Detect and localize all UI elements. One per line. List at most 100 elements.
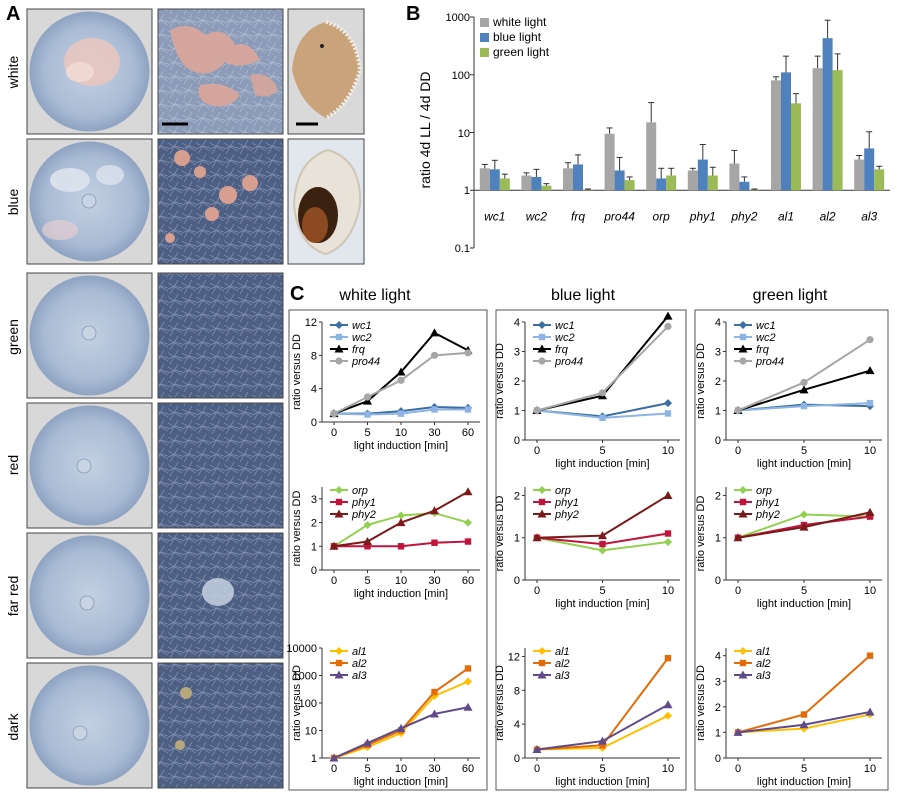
point-orp xyxy=(363,520,372,529)
xtick-label: 0 xyxy=(735,445,741,457)
legend-label-orp: orp xyxy=(352,485,368,497)
point-frq xyxy=(396,367,406,376)
x-axis-title: light induction [min] xyxy=(555,458,649,470)
ytick-label: 12 xyxy=(305,317,317,329)
point-orp xyxy=(598,546,607,555)
point-al3 xyxy=(396,723,406,732)
column-title-white: white light xyxy=(338,287,411,304)
micrograph-red xyxy=(157,402,284,529)
point-phy2 xyxy=(430,506,439,515)
bar-frq-green-light xyxy=(583,190,593,191)
xtick-label: 10 xyxy=(864,763,876,775)
line-chart-C-green-3: 0 1 2 3 4 0 5 10 light induction [min] ratio vers… xyxy=(695,646,882,788)
ytick-label: 0 xyxy=(514,575,520,587)
y-axis-title: ratio versus DD xyxy=(291,491,303,567)
point-al3 xyxy=(532,745,542,754)
ytick-label: 12 xyxy=(508,651,520,663)
bar-al1-blue-light xyxy=(781,72,791,191)
plate-far-red xyxy=(26,532,153,659)
xtick-label: 10 xyxy=(662,763,674,775)
row-label-far-red: far red xyxy=(5,576,21,616)
point-phy2 xyxy=(733,533,743,542)
legend-label-phy2: phy2 xyxy=(351,509,376,521)
point-al3 xyxy=(598,736,607,745)
point-wc2 xyxy=(664,410,672,417)
legend-marker-orp xyxy=(335,486,343,494)
xtick-label: 0 xyxy=(331,575,337,587)
fruiting-body-blue xyxy=(287,138,365,265)
point-orp xyxy=(800,510,808,519)
y-axis-title: ratio versus DD xyxy=(695,665,707,741)
xtick-label: 10 xyxy=(662,585,674,597)
legend-swatch-blue xyxy=(480,33,489,42)
legend-marker-phy1 xyxy=(739,498,747,506)
xtick-label: 5 xyxy=(801,445,807,457)
legend-marker-frq xyxy=(537,344,547,353)
point-pro44 xyxy=(866,336,874,344)
legend-label-al1: al1 xyxy=(756,646,771,658)
bar-al2-white-light xyxy=(812,68,823,191)
point-phy1 xyxy=(664,530,672,537)
xtick-label: 30 xyxy=(428,763,440,775)
point-phy2 xyxy=(363,537,372,546)
panel-a: A white blue green red far red dark xyxy=(5,3,365,789)
column-title-blue: blue light xyxy=(551,287,616,304)
legend-label-blue: blue light xyxy=(493,30,542,44)
xtick-label: 5 xyxy=(801,585,807,597)
row-label-dark: dark xyxy=(5,712,21,740)
b-category-label: wc1 xyxy=(484,209,505,223)
fruiting-body-white xyxy=(287,8,365,135)
xtick-label: 5 xyxy=(364,763,370,775)
ytick-label: 2 xyxy=(514,376,520,388)
point-phy1 xyxy=(599,540,606,548)
legend-marker-frq xyxy=(738,344,748,353)
legend-label-al2: al2 xyxy=(756,658,771,670)
bar-wc1-blue-light xyxy=(489,169,500,191)
legend-label-al3: al3 xyxy=(555,670,571,682)
legend-marker-pro44 xyxy=(739,357,747,365)
bar-phy1-white-light xyxy=(687,170,698,191)
ytick-label: 3 xyxy=(715,347,721,359)
legend-marker-frq xyxy=(334,344,344,353)
line-chart-C-blue-1: 0 1 2 3 4 0 5 10 light induction [min] ratio vers… xyxy=(494,311,680,470)
b-ytick: 0.1 xyxy=(455,243,470,255)
point-phy1 xyxy=(866,513,874,520)
micrograph-images xyxy=(157,8,284,789)
bar-pro44-white-light xyxy=(604,133,615,191)
point-frq xyxy=(363,396,372,405)
legend-label-white: white light xyxy=(492,15,547,29)
point-phy1 xyxy=(431,539,438,546)
panel-b-letter: B xyxy=(406,3,420,25)
xtick-label: 10 xyxy=(864,445,876,457)
point-al3 xyxy=(363,738,372,747)
line-chart-C-green-2: 0 1 2 0 5 10 light induction [min] ratio versus… xyxy=(695,485,882,610)
b-category-label: wc2 xyxy=(526,209,548,223)
panel-b-bars xyxy=(479,19,885,191)
legend-marker-phy1 xyxy=(538,498,546,506)
legend-label-phy1: phy1 xyxy=(351,497,376,509)
ytick-label: 4 xyxy=(715,317,721,329)
legend-marker-phy2 xyxy=(738,509,748,518)
bar-phy2-green-light xyxy=(749,190,760,191)
xtick-label: 60 xyxy=(462,575,474,587)
b-category-label: al3 xyxy=(861,209,877,223)
point-pro44 xyxy=(664,322,672,331)
legend-label-wc2: wc2 xyxy=(352,332,372,344)
x-axis-title: light induction [min] xyxy=(354,776,448,788)
legend-marker-pro44 xyxy=(335,357,343,365)
legend-marker-wc1 xyxy=(335,321,343,329)
panel-b-ylabel: ratio 4d LL / 4d DD xyxy=(417,72,433,189)
bar-phy2-blue-light xyxy=(739,181,750,191)
xtick-label: 10 xyxy=(662,445,674,457)
point-wc2 xyxy=(599,414,606,422)
point-frq xyxy=(865,366,875,375)
xtick-label: 10 xyxy=(864,585,876,597)
x-axis-title: light induction [min] xyxy=(757,598,851,610)
ytick-label: 0 xyxy=(311,565,317,577)
point-wc2 xyxy=(431,406,438,413)
legend-label-al3: al3 xyxy=(352,670,368,682)
b-ytick: 1 xyxy=(464,185,470,197)
ytick-label: 0 xyxy=(514,435,520,447)
